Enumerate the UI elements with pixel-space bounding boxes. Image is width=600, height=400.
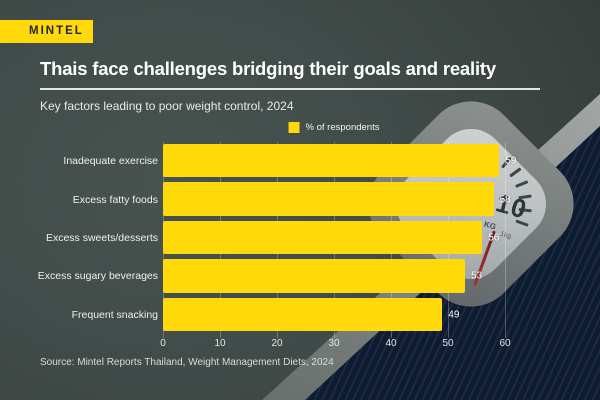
bar-value-label: 53	[471, 270, 483, 282]
bar-value-label: 56	[488, 232, 500, 244]
bar	[163, 144, 500, 178]
bar-row: 53	[163, 257, 505, 295]
category-label: Frequent snacking	[71, 308, 158, 321]
x-tick-label: 10	[214, 338, 226, 349]
bar-value-label: 59	[505, 155, 517, 167]
chart-title: Thais face challenges bridging their goa…	[40, 58, 496, 79]
category-label: Inadequate exercise	[63, 155, 158, 168]
x-axis: 0 10 20 30 40 50 60	[160, 338, 510, 352]
x-tick-label: 0	[160, 338, 166, 349]
bar-value-label: 58	[499, 194, 511, 206]
bar-rows: 59 58 56 53 49	[163, 142, 516, 334]
bar-row: 59	[163, 142, 516, 180]
category-axis: Inadequate exercise Excess fatty foods Exc…	[38, 142, 158, 334]
bar	[163, 182, 494, 216]
bar-value-label: 49	[448, 309, 460, 321]
title-divider	[40, 88, 540, 90]
bar	[163, 220, 483, 255]
bar	[163, 259, 466, 293]
chart-subtitle: Key factors leading to poor weight contr…	[40, 99, 294, 113]
gridline	[505, 142, 506, 338]
bar	[163, 297, 443, 332]
category-label: Excess sweets/desserts	[45, 232, 158, 245]
x-tick-label: 60	[499, 338, 511, 349]
x-tick-label: 30	[328, 338, 340, 349]
bar-row: 49	[163, 296, 505, 334]
x-tick-label: 20	[271, 338, 283, 349]
x-tick-label: 40	[385, 338, 397, 349]
x-tick-label: 50	[442, 338, 454, 349]
plot-area: 59 58 56 53 49	[163, 142, 516, 338]
bar-row: 58	[163, 180, 511, 218]
mintel-logo: MINTEL	[0, 20, 93, 43]
bar-row: 56	[163, 219, 505, 257]
category-label: Excess fatty foods	[72, 193, 158, 206]
legend-swatch	[288, 122, 300, 133]
legend-label: % of respondents	[305, 122, 380, 133]
category-label: Excess sugary beverages	[37, 270, 158, 283]
legend: % of respondents	[288, 122, 380, 133]
source-note: Source: Mintel Reports Thailand, Weight …	[40, 357, 334, 368]
